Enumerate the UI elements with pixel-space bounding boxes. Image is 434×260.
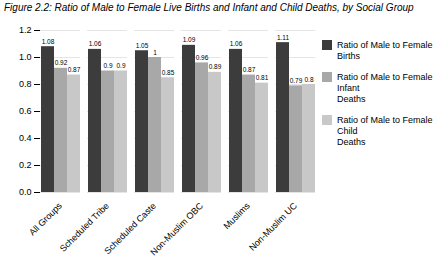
svg-text:1.06: 1.06 [89,40,102,47]
svg-text:1.08: 1.08 [42,38,55,45]
svg-text:Scheduled Caste: Scheduled Caste [102,200,158,257]
svg-text:1.06: 1.06 [230,40,243,47]
html-text:Ratio of Male to Female Infant: Ratio of Male to Female Infant Deaths [337,72,433,104]
svg-text:0.87: 0.87 [68,66,81,73]
svg-text:0.87: 0.87 [243,66,256,73]
svg-text:All Groups: All Groups [27,200,64,237]
svg-text:Non-Muslim UC: Non-Muslim UC [247,200,299,252]
svg-text:Non-Muslim OBC: Non-Muslim OBC [148,200,205,257]
svg-text:0.85: 0.85 [162,69,175,76]
svg-text:0.81: 0.81 [256,74,269,81]
svg-text:Scheduled Tribe: Scheduled Tribe [58,201,111,254]
svg-text:0.0: 0.0 [19,187,32,197]
svg-text:1.05: 1.05 [136,42,149,49]
svg-text:1: 1 [153,49,157,56]
svg-text:1.09: 1.09 [183,36,196,43]
svg-text:0.9: 0.9 [103,62,112,69]
svg-text:0.4: 0.4 [19,133,32,143]
svg-text:0.9: 0.9 [116,62,125,69]
svg-text:0.89: 0.89 [209,63,222,70]
html-text:Figure 2.2: Ratio of Male to F: Figure 2.2: Ratio of Male to Female Live… [4,2,414,13]
svg-text:1.2: 1.2 [19,25,32,35]
svg-text:0.96: 0.96 [196,54,209,61]
svg-text:0.8: 0.8 [19,79,32,89]
html-text:Ratio of Male to Female Births: Ratio of Male to Female Births [337,40,433,61]
html-text:Ratio of Male to Female Child: Ratio of Male to Female Child Deaths [337,115,433,147]
svg-text:0.79: 0.79 [290,77,303,84]
svg-text:Muslims: Muslims [222,200,253,231]
svg-text:1.0: 1.0 [19,52,32,62]
svg-text:0.92: 0.92 [55,59,68,66]
svg-text:0.8: 0.8 [304,76,313,83]
svg-text:1.11: 1.11 [277,34,290,41]
svg-text:0.6: 0.6 [19,106,32,116]
svg-text:0.2: 0.2 [19,160,32,170]
